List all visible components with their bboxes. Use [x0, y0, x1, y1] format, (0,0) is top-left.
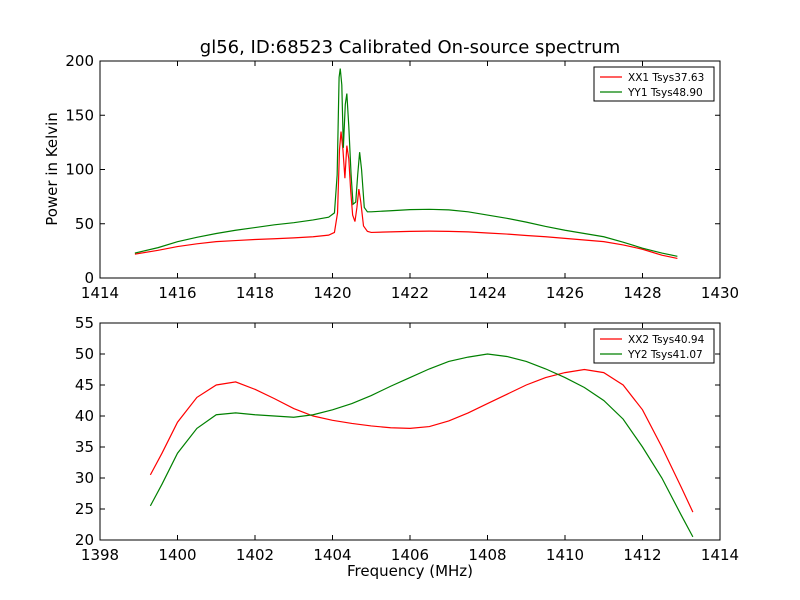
- legend-entry: XX1 Tsys37.63: [628, 72, 704, 84]
- x-axis-label: Frequency (MHz): [347, 562, 473, 580]
- y-tick-label: 45: [75, 376, 94, 394]
- series-line-1: [134, 131, 678, 260]
- series-line-1: [149, 368, 694, 513]
- x-tick-label: 1404: [313, 546, 351, 564]
- series-line-2: [149, 353, 694, 538]
- top-panel: 1414 1416 1418 1420 1422 1424 1426 1428 1430 0 50 1…: [65, 52, 739, 302]
- y-tick-label: 0: [84, 269, 94, 287]
- x-tick-label: 1402: [236, 546, 274, 564]
- y-tick-label: 55: [75, 314, 94, 332]
- y-tick-label: 35: [75, 438, 94, 456]
- y-tick-label: 30: [75, 469, 94, 487]
- chart-title: gl56, ID:68523 Calibrated On-source spec…: [200, 37, 620, 58]
- x-tick-label: 1414: [701, 546, 739, 564]
- y-tick-label: 200: [65, 52, 94, 70]
- x-tick-label: 1424: [468, 284, 506, 302]
- y-tick-label: 100: [65, 161, 94, 179]
- legend-entry: YY1 Tsys48.90: [627, 87, 703, 99]
- x-tick-label: 1398: [81, 546, 119, 564]
- x-tick-label: 1410: [546, 546, 584, 564]
- x-tick-label: 1414: [81, 284, 119, 302]
- x-tick-label: 1426: [546, 284, 584, 302]
- legend-entry: XX2 Tsys40.94: [628, 334, 705, 346]
- legend-entry: YY2 Tsys41.07: [627, 349, 703, 361]
- y-tick-label: 150: [65, 106, 94, 124]
- series-line-2: [134, 68, 678, 257]
- x-tick-label: 1400: [158, 546, 196, 564]
- bottom-panel: 1398 1400 1402 1404 1406 1408 1410 1412 1414 20 25…: [75, 314, 739, 564]
- y-axis-label: Power in Kelvin: [43, 112, 61, 226]
- legend: XX2 Tsys40.94 YY2 Tsys41.07: [593, 328, 715, 364]
- x-tick-label: 1422: [391, 284, 429, 302]
- x-tick-label: 1408: [468, 546, 506, 564]
- x-tick-label: 1420: [313, 284, 351, 302]
- legend: XX1 Tsys37.63 YY1 Tsys48.90: [593, 66, 715, 102]
- legend-box: [593, 66, 715, 102]
- x-tick-label: 1412: [623, 546, 661, 564]
- x-tick-label: 1428: [623, 284, 661, 302]
- y-tick-label: 25: [75, 500, 94, 518]
- y-tick-label: 20: [75, 531, 94, 549]
- x-tick-label: 1416: [158, 284, 196, 302]
- x-tick-label: 1418: [236, 284, 274, 302]
- x-tick-label: 1430: [701, 284, 739, 302]
- y-tick-label: 50: [75, 345, 94, 363]
- y-tick-label: 50: [75, 215, 94, 233]
- y-tick-label: 40: [75, 407, 94, 425]
- x-tick-label: 1406: [391, 546, 429, 564]
- legend-box: [593, 328, 715, 364]
